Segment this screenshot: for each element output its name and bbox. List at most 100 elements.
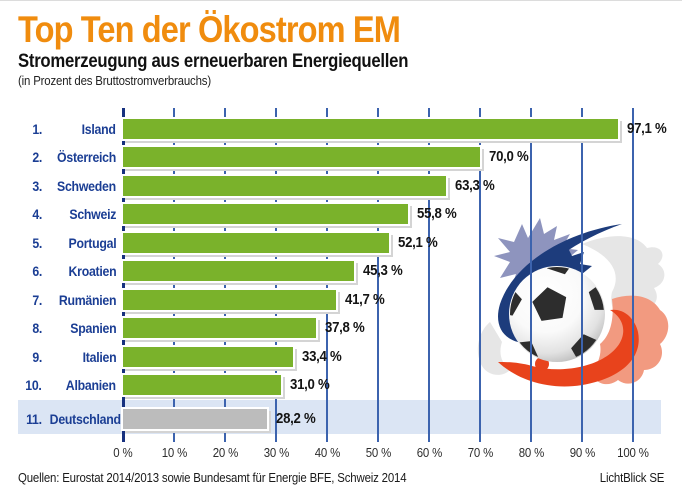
gridline: [530, 108, 532, 442]
value-label: 28,2 %: [276, 409, 321, 429]
rank-text: 10.: [25, 377, 43, 393]
rank-text: 2.: [32, 149, 42, 165]
country-text: Italien: [82, 349, 116, 365]
rank-label: 5.: [12, 233, 42, 253]
value-label: 52,1 %: [398, 233, 443, 253]
value-text: 97,1 %: [627, 120, 667, 137]
axis-tick-label: 10 %: [146, 445, 202, 460]
bar: [123, 347, 293, 367]
axis-tick-text: 20 %: [212, 445, 238, 460]
country-text: Albanien: [66, 377, 116, 393]
axis-tick-text: 10 %: [161, 445, 187, 460]
bar: [123, 147, 480, 167]
axis-tick-text: 70 %: [467, 445, 493, 460]
value-text: 55,8 %: [417, 205, 457, 222]
gridline: [377, 108, 379, 442]
axis-tick-label: 90 %: [554, 445, 610, 460]
axis-tick-text: 0 %: [113, 445, 133, 460]
country-text: Rumänien: [58, 292, 117, 308]
rank-label: 6.: [12, 261, 42, 281]
country-label: Island: [40, 119, 116, 139]
value-label: 55,8 %: [417, 204, 462, 224]
chart-subtitle-text: Stromerzeugung aus erneuerbaren Energieq…: [18, 51, 409, 72]
axis-tick-label: 80 %: [503, 445, 559, 460]
rank-label: 1.: [12, 119, 42, 139]
axis-tick-label: 100 %: [605, 445, 661, 460]
bar: [123, 204, 408, 224]
rank-text: 1.: [32, 121, 42, 137]
country-label: Italien: [40, 347, 116, 367]
rank-label: 11.: [12, 409, 42, 429]
rank-text: 8.: [32, 320, 42, 336]
gridline: [581, 108, 583, 442]
brand-text: LichtBlick SE: [591, 470, 665, 485]
sources-text: Quellen: Eurostat 2014/2013 sowie Bundes…: [18, 470, 459, 485]
value-label: 63,3 %: [455, 176, 500, 196]
country-label: Österreich: [40, 147, 116, 167]
chart-subtitle: Stromerzeugung aus erneuerbaren Energieq…: [18, 51, 461, 73]
rank-label: 9.: [12, 347, 42, 367]
axis-tick-text: 40 %: [314, 445, 340, 460]
brand-text-inner: LichtBlick SE: [599, 470, 665, 485]
value-label: 70,0 %: [489, 147, 534, 167]
country-label: Rumänien: [40, 290, 117, 310]
bar: [123, 318, 316, 338]
country-text: Schweiz: [69, 206, 116, 222]
rank-text: 7.: [32, 292, 42, 308]
bar: [123, 233, 389, 253]
bar: [123, 261, 354, 281]
sources-text-inner: Quellen: Eurostat 2014/2013 sowie Bundes…: [18, 470, 407, 485]
soccer-ball-splash-graphic: [477, 218, 669, 387]
country-label: Schweden: [40, 176, 116, 196]
axis-tick-label: 20 %: [197, 445, 253, 460]
value-text: 41,7 %: [345, 291, 385, 308]
axis-tick-text: 80 %: [518, 445, 544, 460]
value-label: 45,3 %: [363, 261, 408, 281]
country-label: Kroatien: [40, 261, 116, 281]
chart-note: (in Prozent des Bruttostromverbrauchs): [18, 73, 237, 88]
country-label: Portugal: [40, 233, 116, 253]
country-text: Deutschland: [49, 411, 121, 427]
bar-highlighted: [123, 409, 267, 429]
country-text: Island: [81, 121, 116, 137]
axis-tick-text: 30 %: [263, 445, 289, 460]
ball-pentagon-patch: [532, 287, 567, 321]
country-text: Portugal: [68, 235, 116, 251]
axis-tick-text: 90 %: [569, 445, 595, 460]
rank-text: 9.: [32, 349, 42, 365]
axis-tick-label: 70 %: [452, 445, 508, 460]
value-text: 45,3 %: [363, 262, 403, 279]
paint-splash-gray-left: [477, 322, 510, 375]
rank-text: 4.: [32, 206, 42, 222]
value-label: 37,8 %: [325, 318, 370, 338]
bar: [123, 290, 336, 310]
rank-text: 3.: [32, 178, 42, 194]
axis-tick-label: 30 %: [248, 445, 304, 460]
country-text: Kroatien: [68, 263, 116, 279]
paint-swoosh-red: [498, 309, 639, 387]
rank-label: 3.: [12, 176, 42, 196]
gridline: [632, 108, 634, 442]
axis-tick-label: 50 %: [350, 445, 406, 460]
country-label: Schweiz: [40, 204, 116, 224]
value-text: 33,4 %: [302, 348, 342, 365]
gridline: [479, 108, 481, 442]
axis-tick-text: 100 %: [617, 445, 649, 460]
rank-label: 7.: [12, 290, 42, 310]
rank-label: 2.: [12, 147, 42, 167]
country-text: Spanien: [69, 320, 116, 336]
country-text: Österreich: [56, 149, 116, 165]
country-label: Deutschland: [40, 409, 121, 429]
page-title: Top Ten der Ökostrom EM: [18, 11, 452, 48]
rank-text: 5.: [32, 235, 42, 251]
value-text: 52,1 %: [398, 234, 438, 251]
value-label: 31,0 %: [290, 375, 335, 395]
axis-tick-text: 50 %: [365, 445, 391, 460]
country-text: Schweden: [57, 178, 116, 194]
value-text: 70,0 %: [489, 148, 529, 165]
axis-tick-label: 40 %: [299, 445, 355, 460]
value-text: 63,3 %: [455, 177, 495, 194]
rank-text: 11.: [26, 411, 42, 427]
